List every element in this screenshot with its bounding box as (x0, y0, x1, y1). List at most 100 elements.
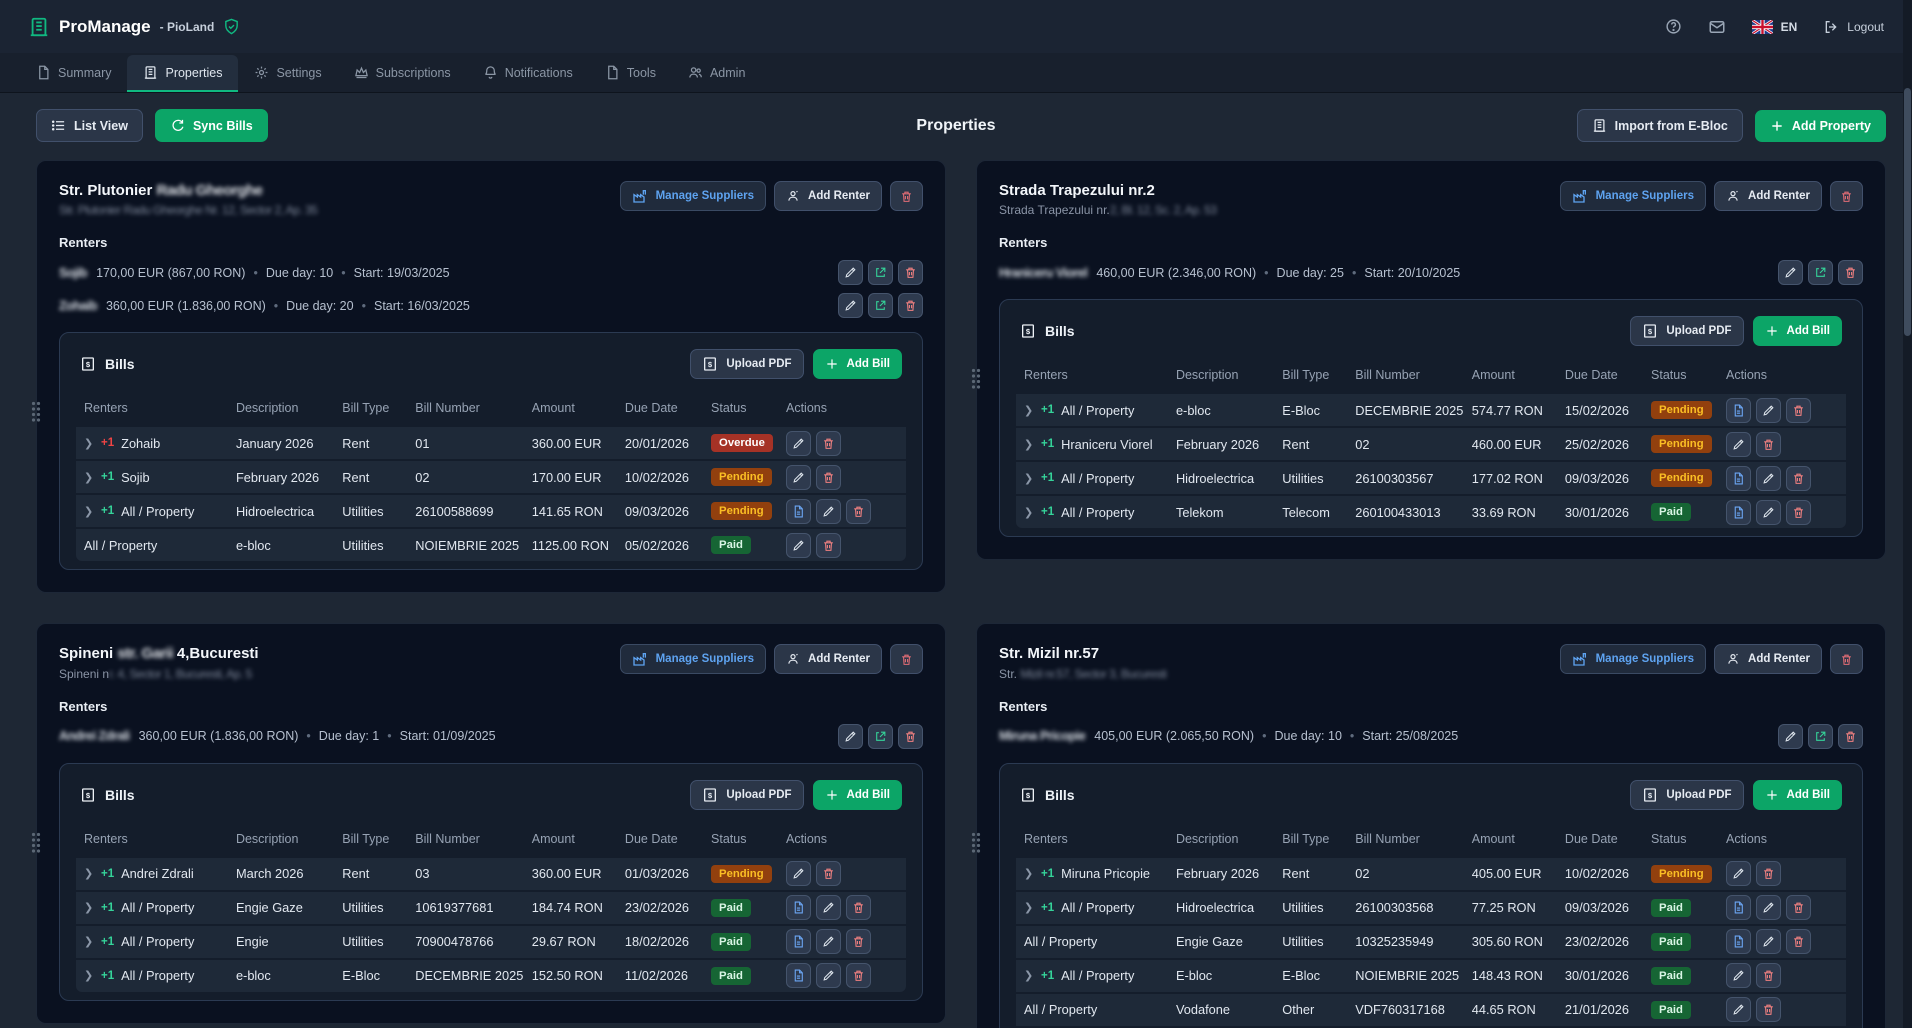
open-renter-button[interactable] (868, 723, 893, 749)
file-button[interactable] (1725, 499, 1751, 525)
add-bill-button[interactable]: Add Bill (1752, 779, 1842, 810)
edit-button[interactable] (815, 963, 841, 988)
edit-button[interactable] (1778, 260, 1803, 286)
file-button[interactable] (785, 498, 811, 524)
add-bill-button[interactable]: Add Bill (812, 349, 902, 380)
add-renter-button[interactable]: Add Renter (1714, 644, 1822, 675)
upload-pdf-button[interactable]: $ Upload PDF (690, 779, 804, 810)
file-button[interactable] (785, 895, 811, 920)
edit-button[interactable] (1778, 723, 1803, 749)
edit-button[interactable] (785, 464, 811, 490)
delete-button[interactable] (815, 532, 841, 558)
delete-button[interactable] (1755, 997, 1781, 1022)
add-renter-button[interactable]: Add Renter (774, 181, 882, 211)
edit-button[interactable] (785, 430, 811, 456)
edit-button[interactable] (815, 929, 841, 954)
file-button[interactable] (785, 963, 811, 988)
drag-handle-icon[interactable] (971, 832, 981, 854)
tab-subscriptions[interactable]: Subscriptions (338, 55, 467, 92)
edit-button[interactable] (785, 861, 811, 886)
file-button[interactable] (1725, 397, 1751, 423)
chevron-right-icon[interactable]: ❯ (1024, 472, 1034, 485)
language-switcher[interactable]: EN (1751, 19, 1797, 34)
edit-button[interactable] (815, 498, 841, 524)
delete-button[interactable] (815, 861, 841, 886)
delete-button[interactable] (898, 260, 923, 286)
chevron-right-icon[interactable]: ❯ (84, 868, 94, 880)
add-bill-button[interactable]: Add Bill (812, 779, 902, 810)
edit-button[interactable] (815, 895, 841, 920)
manage-suppliers-button[interactable]: Manage Suppliers (1559, 644, 1707, 675)
tab-admin[interactable]: Admin (672, 55, 761, 92)
delete-button[interactable] (845, 929, 871, 954)
drag-handle-icon[interactable] (31, 832, 41, 854)
edit-button[interactable] (1725, 963, 1751, 988)
edit-button[interactable] (838, 260, 863, 286)
chevron-right-icon[interactable]: ❯ (84, 902, 94, 914)
delete-button[interactable] (1755, 431, 1781, 457)
chevron-right-icon[interactable]: ❯ (1024, 902, 1034, 914)
delete-button[interactable] (845, 498, 871, 524)
add-renter-button[interactable]: Add Renter (774, 644, 882, 675)
tab-properties[interactable]: Properties (127, 55, 239, 92)
add-bill-button[interactable]: Add Bill (1752, 316, 1842, 347)
edit-button[interactable] (1725, 431, 1751, 457)
sync-bills-button[interactable]: Sync Bills (154, 109, 268, 142)
chevron-right-icon[interactable]: ❯ (84, 505, 94, 518)
delete-button[interactable] (815, 464, 841, 490)
delete-property-button[interactable] (1830, 644, 1863, 675)
delete-button[interactable] (898, 293, 923, 319)
delete-button[interactable] (845, 895, 871, 920)
drag-handle-icon[interactable] (31, 401, 41, 423)
mail-icon[interactable] (1708, 18, 1726, 36)
scrollbar-thumb[interactable] (1904, 88, 1911, 336)
delete-property-button[interactable] (890, 181, 923, 211)
page-scrollbar[interactable] (1903, 0, 1912, 1028)
edit-button[interactable] (1755, 465, 1781, 491)
open-renter-button[interactable] (868, 293, 893, 319)
add-property-button[interactable]: Add Property (1754, 109, 1886, 142)
logout-button[interactable]: Logout (1823, 19, 1884, 35)
chevron-right-icon[interactable]: ❯ (84, 936, 94, 948)
edit-button[interactable] (1725, 997, 1751, 1022)
upload-pdf-button[interactable]: $ Upload PDF (1630, 779, 1744, 810)
drag-handle-icon[interactable] (971, 368, 981, 390)
import-ebloc-button[interactable]: Import from E-Bloc (1576, 109, 1743, 142)
delete-button[interactable] (815, 430, 841, 456)
open-renter-button[interactable] (1808, 260, 1833, 286)
chevron-right-icon[interactable]: ❯ (1024, 404, 1034, 417)
open-renter-button[interactable] (868, 260, 893, 286)
file-button[interactable] (1725, 465, 1751, 491)
chevron-right-icon[interactable]: ❯ (1024, 438, 1034, 451)
chevron-right-icon[interactable]: ❯ (1024, 868, 1034, 880)
help-icon[interactable] (1665, 18, 1682, 35)
delete-button[interactable] (1785, 929, 1811, 954)
delete-button[interactable] (898, 723, 923, 749)
tab-tools[interactable]: Tools (589, 55, 672, 92)
manage-suppliers-button[interactable]: Manage Suppliers (619, 644, 767, 675)
edit-button[interactable] (1755, 895, 1781, 920)
chevron-right-icon[interactable]: ❯ (84, 471, 94, 484)
edit-button[interactable] (1755, 397, 1781, 423)
delete-button[interactable] (1838, 260, 1863, 286)
edit-button[interactable] (1755, 929, 1781, 954)
delete-button[interactable] (1755, 963, 1781, 988)
delete-button[interactable] (1785, 895, 1811, 920)
chevron-right-icon[interactable]: ❯ (84, 437, 94, 450)
delete-button[interactable] (1838, 723, 1863, 749)
edit-button[interactable] (1755, 499, 1781, 525)
delete-property-button[interactable] (1830, 181, 1863, 211)
file-button[interactable] (1725, 895, 1751, 920)
delete-property-button[interactable] (890, 644, 923, 675)
tab-notifications[interactable]: Notifications (467, 55, 589, 92)
chevron-right-icon[interactable]: ❯ (84, 970, 94, 982)
upload-pdf-button[interactable]: $ Upload PDF (1630, 316, 1744, 347)
list-view-button[interactable]: List View (36, 109, 143, 142)
edit-button[interactable] (838, 293, 863, 319)
tab-settings[interactable]: Settings (238, 55, 337, 92)
edit-button[interactable] (1725, 861, 1751, 886)
open-renter-button[interactable] (1808, 723, 1833, 749)
delete-button[interactable] (1785, 397, 1811, 423)
chevron-right-icon[interactable]: ❯ (1024, 506, 1034, 519)
file-button[interactable] (1725, 929, 1751, 954)
